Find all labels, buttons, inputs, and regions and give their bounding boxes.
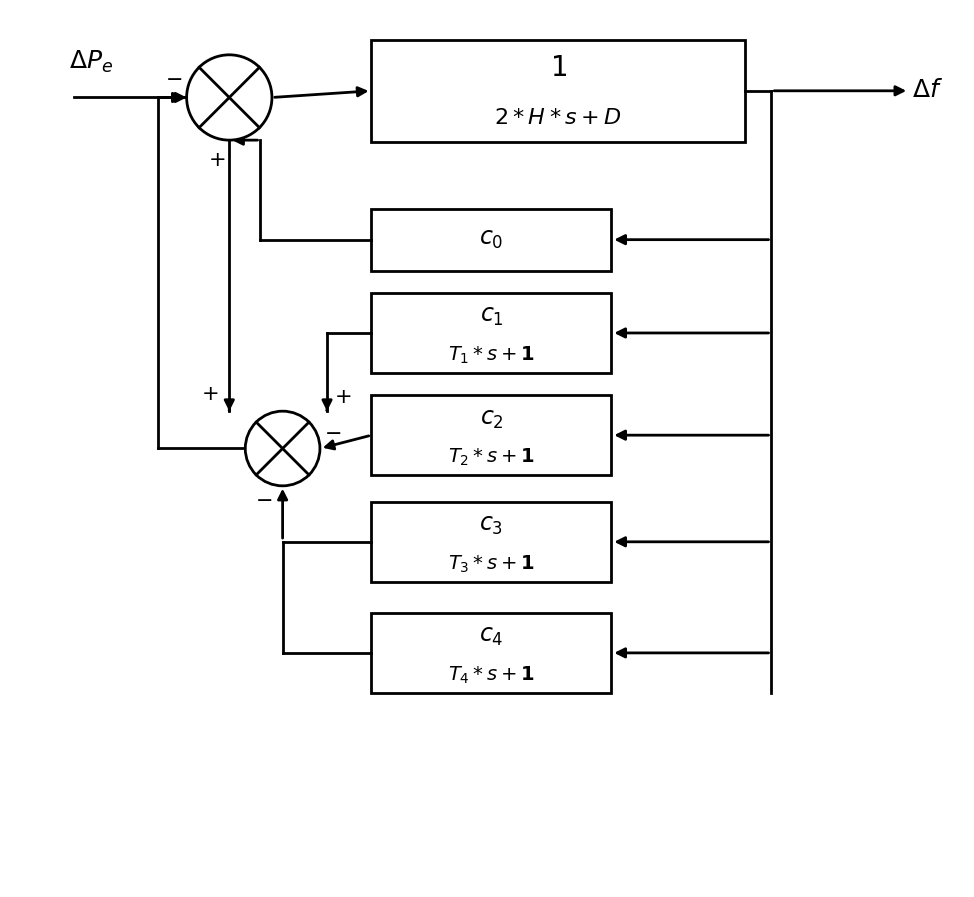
- Text: $-$: $-$: [254, 491, 272, 509]
- Text: $1$: $1$: [549, 55, 567, 82]
- Text: $c_4$: $c_4$: [479, 625, 504, 649]
- FancyBboxPatch shape: [371, 501, 612, 582]
- Text: $c_1$: $c_1$: [479, 306, 504, 328]
- Circle shape: [187, 55, 272, 140]
- Text: $+$: $+$: [207, 151, 225, 170]
- Text: $-$: $-$: [165, 69, 182, 88]
- Text: $c_2$: $c_2$: [479, 407, 504, 431]
- FancyBboxPatch shape: [371, 613, 612, 692]
- FancyBboxPatch shape: [371, 293, 612, 373]
- Text: $\Delta f$: $\Delta f$: [912, 79, 943, 102]
- Text: $T_4*s+\mathbf{1}$: $T_4*s+\mathbf{1}$: [448, 665, 535, 686]
- Text: $+$: $+$: [334, 388, 352, 406]
- FancyBboxPatch shape: [371, 209, 612, 271]
- Text: $T_1*s+\mathbf{1}$: $T_1*s+\mathbf{1}$: [448, 344, 535, 366]
- Text: $2*H*s+D$: $2*H*s+D$: [495, 108, 621, 129]
- FancyBboxPatch shape: [371, 396, 612, 475]
- Text: $T_2*s+\mathbf{1}$: $T_2*s+\mathbf{1}$: [448, 447, 535, 468]
- Text: $-$: $-$: [324, 423, 342, 442]
- Text: $T_3*s+\mathbf{1}$: $T_3*s+\mathbf{1}$: [448, 553, 535, 575]
- Text: $+$: $+$: [202, 385, 218, 404]
- Text: $c_3$: $c_3$: [479, 514, 504, 537]
- Text: $c_0$: $c_0$: [479, 228, 504, 251]
- Circle shape: [245, 411, 319, 486]
- Text: $\Delta P_e$: $\Delta P_e$: [69, 49, 114, 75]
- FancyBboxPatch shape: [371, 39, 745, 142]
